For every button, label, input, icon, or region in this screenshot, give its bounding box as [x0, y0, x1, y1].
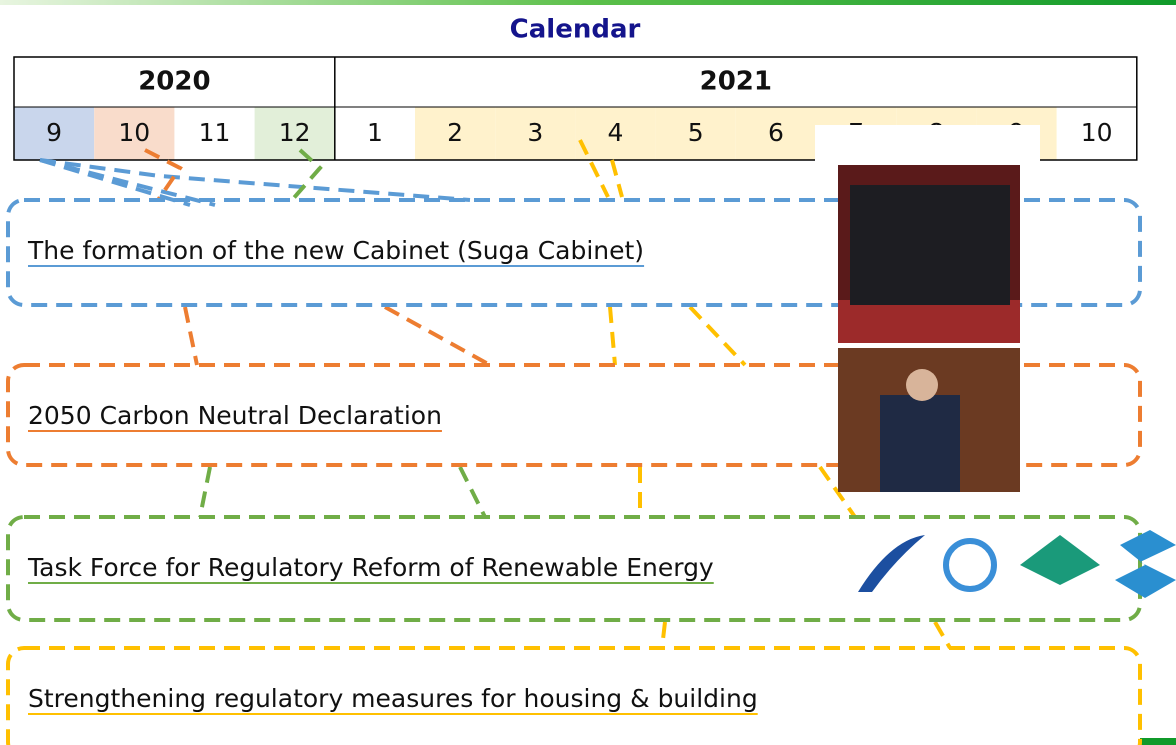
month-label: 9	[46, 118, 62, 147]
month-label: 6	[768, 118, 784, 147]
month-label: 11	[199, 118, 231, 147]
month-label: 3	[527, 118, 543, 147]
connector	[460, 467, 485, 517]
connector	[662, 622, 665, 648]
slide: Calendar 91011121234567891020202021 The …	[0, 0, 1176, 745]
year-label: 2020	[138, 67, 210, 97]
connector	[200, 467, 210, 517]
logos	[858, 530, 1176, 598]
month-label: 10	[1081, 118, 1113, 147]
month-label: 10	[118, 118, 150, 147]
page: {"title": "Calendar", "calendar": {"year…	[0, 0, 1176, 745]
cabinet-photo	[838, 165, 1020, 343]
photo-face	[906, 369, 938, 401]
logo	[946, 541, 994, 589]
month-label: 1	[367, 118, 383, 147]
month-label: 4	[608, 118, 624, 147]
item-label: Strengthening regulatory measures for ho…	[28, 684, 758, 713]
logo	[858, 535, 925, 592]
item-label: 2050 Carbon Neutral Declaration	[28, 401, 442, 430]
top-bar	[0, 0, 1176, 5]
month-label: 12	[279, 118, 311, 147]
month-label: 2	[447, 118, 463, 147]
speech-photo	[838, 348, 1020, 492]
corner-bar	[1140, 738, 1176, 745]
connector	[612, 160, 622, 197]
title: Calendar	[510, 15, 641, 45]
item-label: Task Force for Regulatory Reform of Rene…	[27, 553, 714, 582]
year-label: 2021	[700, 67, 772, 97]
connector	[690, 307, 745, 365]
item-label: The formation of the new Cabinet (Suga C…	[27, 236, 644, 265]
photo-stairs	[838, 300, 1020, 343]
month-label: 5	[688, 118, 704, 147]
logo	[1020, 535, 1100, 585]
connector	[935, 622, 950, 648]
connector	[385, 307, 490, 365]
connector	[610, 307, 615, 365]
logo	[1115, 530, 1176, 598]
connector	[185, 307, 197, 365]
photo-mask	[815, 125, 1040, 165]
photo-person	[880, 395, 960, 492]
connector	[40, 160, 470, 200]
photo-people	[850, 185, 1010, 305]
